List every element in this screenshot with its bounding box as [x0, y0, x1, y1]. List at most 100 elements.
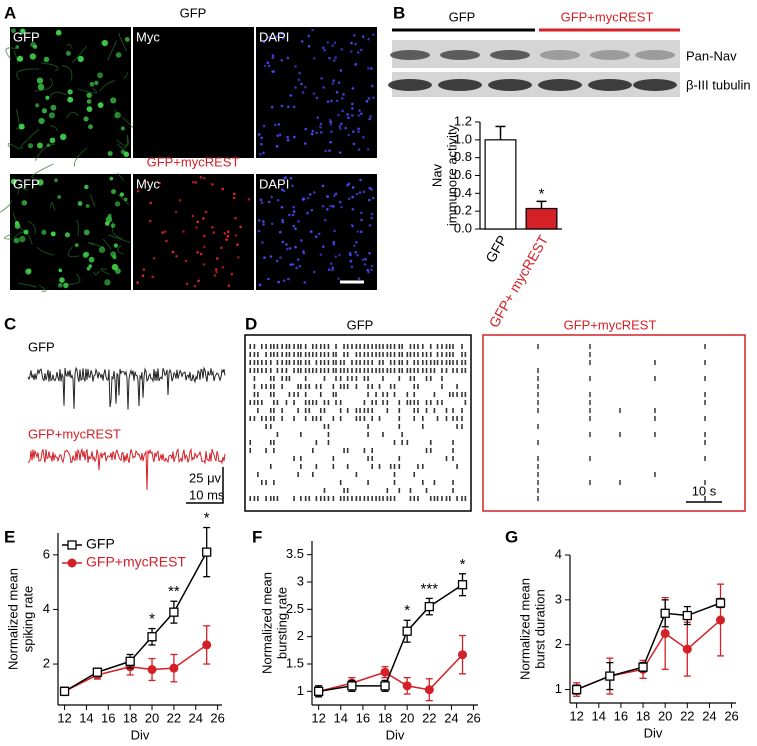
blot-band [488, 79, 532, 91]
cell [174, 210, 178, 214]
cell [104, 279, 111, 286]
y-tick-label: 0.6 [454, 167, 472, 182]
cell [304, 127, 308, 131]
neurite [13, 50, 19, 64]
cell [23, 229, 29, 235]
cell [309, 230, 313, 233]
legend-marker [67, 558, 77, 568]
cell [119, 192, 125, 197]
y-axis-label: Normalized mean [5, 568, 20, 670]
cell [278, 133, 282, 137]
blot-band [540, 50, 580, 60]
cell [270, 195, 273, 199]
trace-label: GFP [28, 339, 55, 354]
cell [351, 130, 355, 133]
cell [36, 142, 43, 149]
cell [367, 67, 370, 70]
cell [149, 219, 152, 223]
marker [169, 663, 179, 673]
cell [283, 177, 286, 181]
cell [323, 218, 327, 222]
cell [88, 264, 93, 268]
marker [125, 656, 135, 666]
cell [21, 200, 28, 206]
cell [67, 96, 74, 103]
cell [88, 124, 93, 130]
cell [195, 226, 198, 229]
cell [369, 115, 372, 118]
significance: ** [168, 583, 180, 600]
cell [45, 95, 50, 100]
cell [361, 258, 365, 262]
cell [234, 216, 237, 220]
cell [347, 116, 350, 120]
marker [424, 685, 434, 695]
cell [315, 131, 318, 135]
neurite [123, 72, 129, 80]
cell [333, 194, 336, 198]
neurite [77, 87, 98, 94]
cell [257, 133, 261, 136]
cell [262, 220, 265, 223]
cell [363, 263, 367, 266]
cell [232, 196, 236, 200]
cell [275, 144, 279, 148]
cell [46, 143, 51, 147]
cell [257, 219, 261, 222]
cell [371, 196, 375, 200]
cell [308, 193, 312, 196]
blot-band [538, 79, 582, 91]
cell [107, 151, 113, 156]
y-tick-label: 2 [297, 628, 304, 643]
cell [10, 178, 17, 185]
cell [259, 152, 262, 156]
cell [366, 148, 370, 151]
cell [203, 176, 206, 180]
x-tick-label: 24 [189, 710, 203, 725]
cell [27, 143, 34, 149]
blot-band [440, 50, 480, 60]
cell [191, 214, 195, 218]
x-tick-label: 26 [210, 710, 224, 725]
cell [18, 123, 25, 130]
blot-band [633, 79, 677, 91]
neurite [31, 163, 54, 179]
cell [267, 64, 271, 68]
neurite [66, 111, 79, 119]
cell [303, 281, 307, 284]
channel-label: DAPI [259, 176, 289, 191]
panel-letter: E [4, 527, 15, 546]
cell [161, 231, 164, 234]
x-tick-label: 16 [356, 710, 370, 725]
y-tick-label: 0.8 [454, 149, 472, 164]
legend-marker [67, 540, 77, 550]
cell [313, 57, 316, 60]
cell [331, 44, 334, 47]
cell [361, 35, 365, 38]
cell [300, 40, 304, 43]
neurite [0, 199, 12, 213]
y-tick-label: 0.0 [454, 220, 472, 235]
cell [326, 208, 329, 211]
cell [227, 230, 230, 234]
x-tick-label: 18 [636, 708, 650, 723]
cell [86, 92, 92, 98]
cell [357, 130, 360, 133]
marker [660, 608, 670, 618]
cell [114, 268, 121, 274]
significance: *** [421, 580, 439, 597]
cell [353, 244, 356, 248]
cell [38, 117, 45, 125]
cell [339, 69, 343, 72]
cell [271, 179, 274, 183]
blot-band [390, 50, 430, 60]
cell [372, 33, 375, 36]
cell [323, 48, 326, 52]
cell [302, 250, 305, 253]
marker [147, 632, 157, 642]
cell [271, 36, 275, 40]
cell [330, 130, 333, 133]
cell [271, 54, 275, 57]
cell [328, 149, 331, 152]
cell [58, 268, 63, 273]
